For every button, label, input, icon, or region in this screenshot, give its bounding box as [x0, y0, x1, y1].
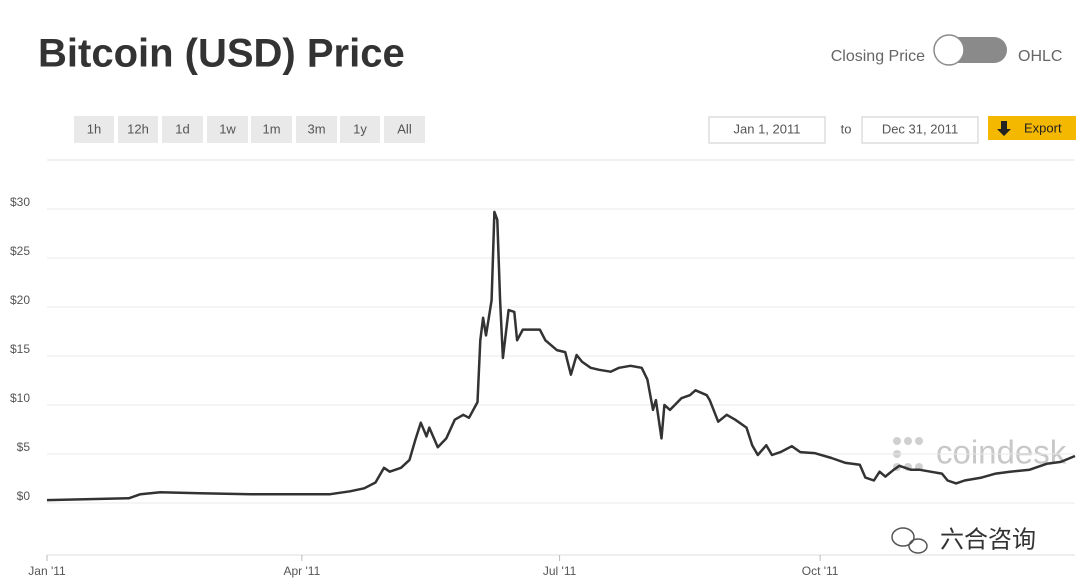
y-tick-label: $30: [10, 195, 30, 209]
range-label: 1d: [175, 121, 189, 136]
range-button[interactable]: [251, 116, 292, 143]
brand-watermark: coindesk: [936, 434, 1067, 471]
x-tick-label: Oct '11: [802, 564, 839, 578]
date-input[interactable]: [708, 116, 826, 144]
y-tick-label: $0: [17, 489, 31, 503]
price-line: [46, 210, 1076, 502]
wechat-icon: [891, 527, 928, 554]
range-label: 3m: [307, 121, 325, 136]
range-buttons: 1h 12h 1d 1w 1m 3m 1y All: [74, 116, 425, 143]
y-tick-label: $5: [17, 440, 31, 454]
export-label: Export: [1024, 120, 1062, 135]
x-tick-label: Apr '11: [283, 564, 320, 578]
page-title: Bitcoin (USD) Price: [38, 32, 405, 76]
range-label: 1h: [87, 121, 101, 136]
range-label: 12h: [127, 121, 149, 136]
toggle-label-left: Closing Price: [831, 48, 925, 65]
export-icon: [997, 121, 1011, 136]
x-tick-label: Jul '11: [543, 564, 577, 578]
range-button[interactable]: [296, 116, 337, 143]
date-separator: to: [841, 121, 852, 136]
range-label: 1m: [262, 121, 280, 136]
plot: $0 $5 $10 $15 $20 $25 $30 Jan '11 Apr '11 Jul '11…: [10, 195, 1076, 578]
range-button[interactable]: [207, 116, 248, 143]
range-label: All: [397, 121, 412, 136]
range-button[interactable]: [74, 116, 114, 143]
range-button[interactable]: [340, 116, 380, 143]
x-tick-label: Jan '11: [28, 564, 66, 578]
range-button[interactable]: [118, 116, 158, 143]
toggle-label-right: OHLC: [1018, 48, 1062, 65]
y-tick-label: $25: [10, 244, 30, 258]
toggle-knob[interactable]: [933, 34, 965, 66]
range-button[interactable]: [162, 116, 203, 143]
wechat-watermark: 六合咨询: [940, 526, 1036, 553]
range-label: 1y: [353, 121, 367, 136]
range-label: 1w: [219, 121, 236, 136]
y-tick-label: $15: [10, 342, 30, 356]
range-button[interactable]: [384, 116, 425, 143]
date-input[interactable]: [861, 116, 979, 144]
date-from: Jan 1, 2011: [734, 121, 801, 136]
y-tick-label: $10: [10, 391, 30, 405]
y-tick-label: $20: [10, 293, 30, 307]
date-to: Dec 31, 2011: [882, 121, 958, 136]
